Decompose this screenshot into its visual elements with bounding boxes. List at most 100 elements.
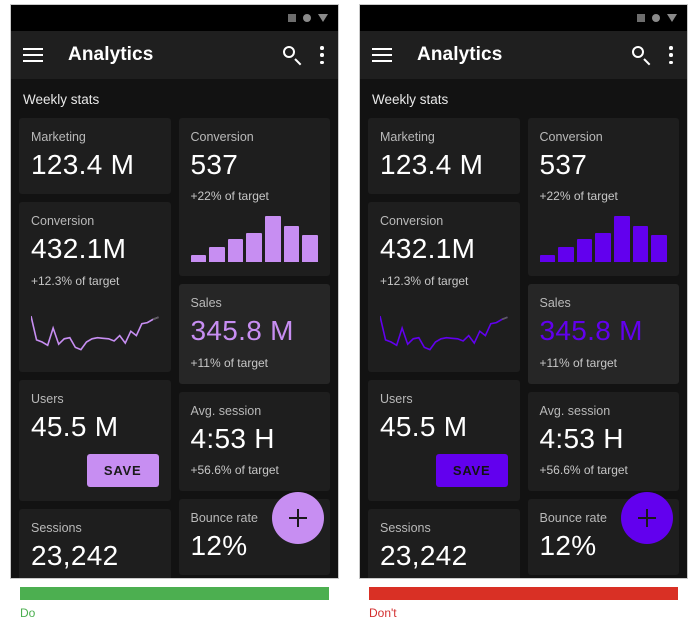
stats-grid: Marketing 123.4 M Conversion 432.1M +12.… — [360, 118, 687, 578]
verdict-label: Don't — [369, 606, 397, 620]
square-icon — [637, 14, 645, 22]
bar-5 — [614, 216, 630, 263]
page-title: Analytics — [417, 44, 503, 65]
card-label: Avg. session — [190, 403, 262, 418]
grid-column-left: Marketing 123.4 M Conversion 432.1M +12.… — [368, 118, 520, 578]
card-conversion-bar[interactable]: Conversion 537 +22% of target — [527, 118, 679, 277]
bar-4 — [595, 233, 612, 263]
app-bar: Analytics — [360, 31, 687, 79]
card-users[interactable]: Users 45.5 M SAVE — [19, 379, 171, 502]
card-subtext: +12.3% of target — [31, 273, 120, 288]
card-sessions[interactable]: Sessions 23,242 — [19, 509, 171, 578]
bar-5 — [265, 216, 281, 263]
card-value: 45.5 M — [380, 410, 468, 442]
card-value: 23,242 — [380, 540, 468, 572]
card-value: 345.8 M — [190, 315, 294, 347]
card-subtext: +22% of target — [190, 189, 269, 204]
card-subtext: +11% of target — [190, 355, 269, 370]
card-value: 345.8 M — [539, 315, 643, 347]
card-label: Bounce rate — [539, 511, 607, 526]
status-bar — [11, 5, 338, 31]
circle-icon — [652, 14, 660, 22]
card-avg-session[interactable]: Avg. session 4:53 H +56.6% of target — [178, 391, 330, 492]
card-value: 12% — [539, 530, 597, 562]
triangle-icon — [318, 14, 328, 22]
bar-chart — [190, 216, 319, 263]
card-sales[interactable]: Sales 345.8 M +11% of target — [178, 284, 330, 384]
save-button[interactable]: SAVE — [86, 454, 159, 488]
card-label: Avg. session — [539, 403, 611, 418]
card-value: 432.1M — [31, 233, 127, 265]
card-value: 537 — [539, 149, 588, 180]
card-value: 432.1M — [380, 233, 476, 265]
square-icon — [288, 14, 296, 22]
overflow-menu-icon[interactable] — [320, 46, 324, 64]
bar-7 — [651, 235, 667, 263]
stats-grid: Marketing 123.4 M Conversion 432.1M +12.… — [11, 118, 338, 578]
card-sessions[interactable]: Sessions 23,242 — [368, 509, 520, 578]
card-label: Marketing — [380, 130, 435, 144]
add-button[interactable] — [272, 492, 324, 544]
search-icon[interactable] — [631, 45, 651, 66]
bar-7 — [302, 235, 318, 263]
card-value: 123.4 M — [380, 149, 484, 180]
card-value: 12% — [190, 530, 248, 562]
section-title: Weekly stats — [360, 79, 687, 118]
search-icon[interactable] — [282, 45, 302, 66]
card-label: Sales — [190, 296, 222, 311]
scroll-area[interactable]: Weekly stats Marketing 123.4 M Conversio… — [360, 79, 687, 578]
verdict-label: Do — [20, 606, 36, 620]
card-label: Conversion — [190, 130, 254, 144]
bar-6 — [283, 226, 300, 263]
line-chart — [380, 298, 508, 358]
card-label: Conversion — [380, 214, 444, 229]
bar-1 — [190, 255, 207, 263]
bar-3 — [576, 239, 593, 263]
card-value: 45.5 M — [31, 410, 119, 442]
card-subtext: +12.3% of target — [380, 273, 469, 288]
card-label: Sales — [539, 296, 571, 311]
bar-6 — [632, 226, 649, 263]
card-label: Conversion — [31, 214, 95, 229]
grid-column-left: Marketing 123.4 M Conversion 432.1M +12.… — [19, 118, 171, 578]
card-users[interactable]: Users 45.5 M SAVE — [368, 379, 520, 502]
card-conversion-line[interactable]: Conversion 432.1M +12.3% of target — [19, 202, 171, 372]
page-title: Analytics — [68, 44, 154, 65]
card-subtext: +56.6% of target — [190, 463, 279, 478]
card-actions: SAVE — [31, 454, 159, 488]
card-actions: SAVE — [380, 454, 508, 488]
add-button[interactable] — [621, 492, 673, 544]
card-subtext: +22% of target — [539, 189, 618, 204]
card-avg-session[interactable]: Avg. session 4:53 H +56.6% of target — [527, 391, 679, 492]
line-chart — [31, 298, 159, 358]
verdict-rule — [369, 587, 678, 600]
menu-icon[interactable] — [23, 47, 43, 63]
section-title: Weekly stats — [11, 79, 338, 118]
card-marketing[interactable]: Marketing 123.4 M — [368, 118, 520, 195]
card-sales[interactable]: Sales 345.8 M +11% of target — [527, 284, 679, 384]
do-panel: Analytics Weekly stats Marketing 123.4 M… — [10, 4, 339, 620]
card-value: 23,242 — [31, 540, 119, 572]
card-conversion-bar[interactable]: Conversion 537 +22% of target — [178, 118, 330, 277]
bar-1 — [539, 255, 556, 263]
card-label: Users — [31, 391, 64, 406]
plus-icon — [638, 509, 656, 527]
phone-frame-dont: Analytics Weekly stats Marketing 123.4 M… — [359, 4, 688, 579]
bar-2 — [209, 246, 225, 263]
scroll-area[interactable]: Weekly stats Marketing 123.4 M Conversio… — [11, 79, 338, 578]
card-label: Sessions — [380, 521, 431, 536]
card-label: Marketing — [31, 130, 86, 144]
card-subtext: +56.6% of target — [539, 463, 628, 478]
card-label: Sessions — [31, 521, 82, 536]
menu-icon[interactable] — [372, 47, 392, 63]
app-bar: Analytics — [11, 31, 338, 79]
card-conversion-line[interactable]: Conversion 432.1M +12.3% of target — [368, 202, 520, 372]
card-value: 537 — [190, 149, 239, 180]
card-marketing[interactable]: Marketing 123.4 M — [19, 118, 171, 195]
verdict-rule — [20, 587, 329, 600]
card-label: Conversion — [539, 130, 603, 144]
save-button[interactable]: SAVE — [435, 454, 508, 488]
overflow-menu-icon[interactable] — [669, 46, 673, 64]
dont-panel: Analytics Weekly stats Marketing 123.4 M… — [349, 0, 698, 640]
bar-4 — [246, 233, 263, 263]
